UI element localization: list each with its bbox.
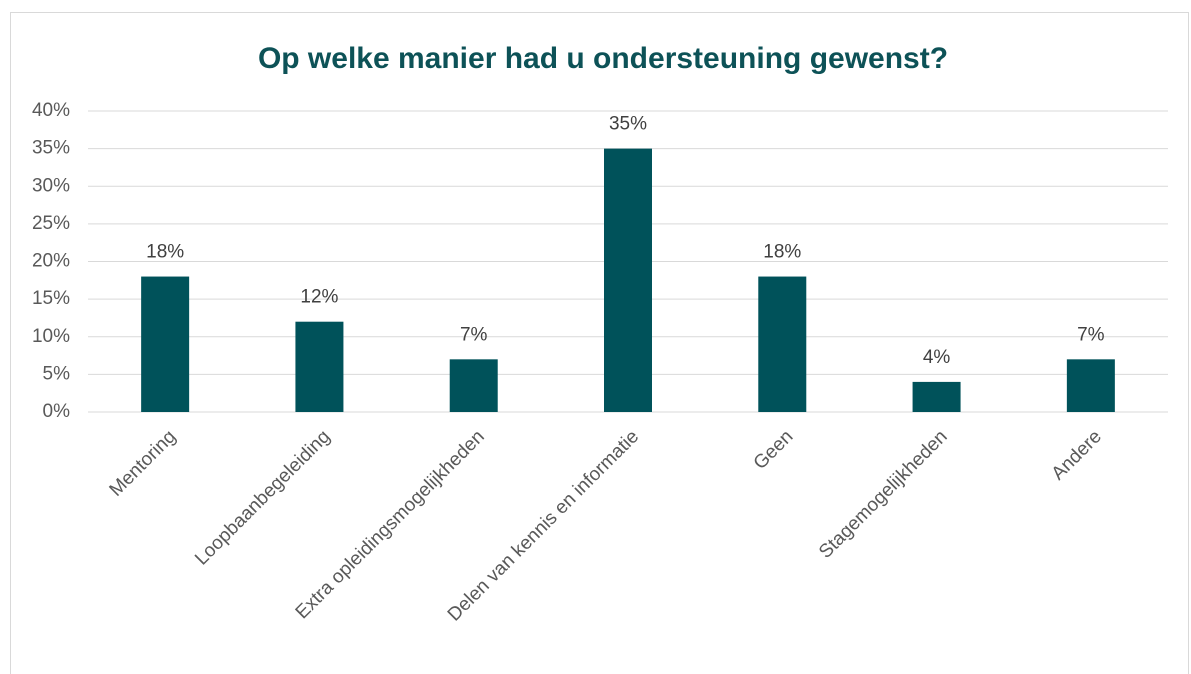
bar: [604, 148, 652, 412]
bar: [912, 381, 961, 412]
y-tick-label: 5%: [43, 363, 71, 384]
data-label: 35%: [609, 114, 647, 135]
data-label: 7%: [460, 324, 488, 345]
y-tick-label: 40%: [32, 100, 70, 121]
data-label: 18%: [763, 242, 801, 263]
y-tick-label: 30%: [32, 175, 70, 196]
y-tick-label: 10%: [32, 326, 70, 347]
data-label: 4%: [923, 347, 951, 368]
bar: [295, 321, 344, 412]
y-tick-label: 20%: [32, 251, 70, 272]
y-tick-label: 0%: [43, 401, 71, 422]
bar: [141, 276, 190, 412]
data-label: 12%: [300, 287, 338, 308]
chart-frame: [10, 12, 1189, 674]
y-tick-label: 25%: [32, 213, 70, 234]
chart-title: Op welke manier had u ondersteuning gewe…: [258, 42, 948, 75]
data-label: 7%: [1077, 324, 1105, 345]
y-tick-label: 35%: [32, 138, 70, 159]
bar: [449, 359, 498, 412]
data-label: 18%: [146, 242, 184, 263]
bar: [1066, 359, 1115, 412]
bar: [758, 276, 807, 412]
y-tick-label: 15%: [32, 288, 70, 309]
